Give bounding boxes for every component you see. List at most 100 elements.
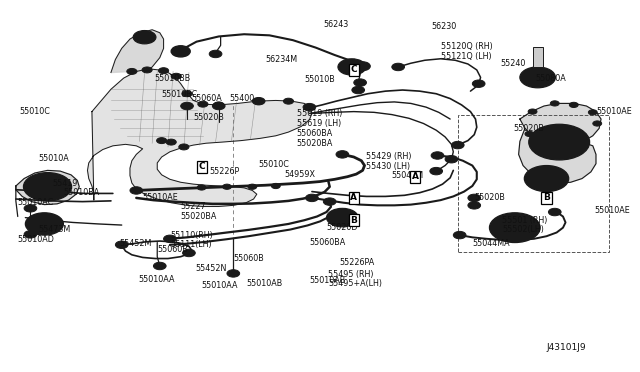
Text: B: B xyxy=(543,193,550,202)
Text: B: B xyxy=(350,216,357,225)
Circle shape xyxy=(171,46,190,57)
Circle shape xyxy=(26,213,63,235)
Circle shape xyxy=(171,73,181,79)
Text: 55020BA: 55020BA xyxy=(297,139,333,148)
Text: 55120Q (RH): 55120Q (RH) xyxy=(440,42,492,51)
Text: 55619 (RH): 55619 (RH) xyxy=(297,109,342,118)
Circle shape xyxy=(508,224,522,232)
Text: 55020D: 55020D xyxy=(326,223,358,232)
Circle shape xyxy=(212,102,225,110)
Circle shape xyxy=(174,75,179,78)
Circle shape xyxy=(184,105,190,108)
Circle shape xyxy=(41,183,54,190)
Circle shape xyxy=(595,122,599,125)
Circle shape xyxy=(161,69,166,72)
Circle shape xyxy=(531,110,534,113)
Text: 55227: 55227 xyxy=(180,202,206,211)
Bar xyxy=(532,46,543,67)
Circle shape xyxy=(157,264,163,268)
Circle shape xyxy=(449,158,454,161)
Text: 55502(LH): 55502(LH) xyxy=(502,225,544,234)
Circle shape xyxy=(468,202,481,209)
Circle shape xyxy=(490,213,540,243)
Text: 55044M: 55044M xyxy=(392,171,424,180)
Text: 55429 (RH): 55429 (RH) xyxy=(367,153,412,161)
Text: 55452M: 55452M xyxy=(119,239,152,248)
Circle shape xyxy=(129,70,134,73)
Text: 55473M: 55473M xyxy=(38,225,70,234)
Bar xyxy=(458,115,609,252)
Text: 55010AE: 55010AE xyxy=(595,206,630,215)
Circle shape xyxy=(526,71,549,84)
Text: 56234M: 56234M xyxy=(265,55,297,64)
Circle shape xyxy=(180,102,193,110)
Circle shape xyxy=(284,98,294,104)
Circle shape xyxy=(451,141,464,149)
Text: 55619 (LH): 55619 (LH) xyxy=(297,119,341,128)
Circle shape xyxy=(520,67,556,88)
Text: 55010AB: 55010AB xyxy=(246,279,282,288)
Text: 55080A: 55080A xyxy=(536,74,566,83)
Circle shape xyxy=(145,68,149,71)
Circle shape xyxy=(352,86,365,94)
Circle shape xyxy=(250,186,254,188)
Text: 55452N: 55452N xyxy=(195,264,227,273)
Circle shape xyxy=(396,65,401,68)
Circle shape xyxy=(339,153,345,156)
Text: 55010BB: 55010BB xyxy=(154,74,190,83)
Circle shape xyxy=(157,138,167,144)
Text: 55010AA: 55010AA xyxy=(138,275,175,284)
Circle shape xyxy=(140,34,150,40)
Circle shape xyxy=(182,249,195,257)
Circle shape xyxy=(134,189,139,192)
Circle shape xyxy=(472,204,477,207)
Polygon shape xyxy=(16,170,79,205)
Text: 55226P: 55226P xyxy=(209,167,239,176)
Text: 55010C: 55010C xyxy=(259,160,289,169)
Circle shape xyxy=(540,175,553,182)
Text: C: C xyxy=(198,162,205,171)
Circle shape xyxy=(445,155,458,163)
Circle shape xyxy=(336,151,349,158)
Circle shape xyxy=(472,196,477,199)
Circle shape xyxy=(214,102,224,108)
Circle shape xyxy=(355,89,361,92)
Text: 55010AE: 55010AE xyxy=(596,107,632,116)
Circle shape xyxy=(550,137,568,147)
Circle shape xyxy=(354,79,367,86)
Circle shape xyxy=(225,186,229,188)
Circle shape xyxy=(529,124,589,160)
Circle shape xyxy=(271,183,280,189)
Text: 55430 (LH): 55430 (LH) xyxy=(367,162,411,171)
Circle shape xyxy=(186,251,192,255)
Circle shape xyxy=(182,145,186,148)
Text: 55020B: 55020B xyxy=(193,113,224,122)
Text: 55495 (RH): 55495 (RH) xyxy=(328,270,374,279)
Circle shape xyxy=(24,173,72,201)
Text: 55044MA: 55044MA xyxy=(472,239,510,248)
Text: 55010AC: 55010AC xyxy=(18,198,54,207)
Circle shape xyxy=(200,103,205,106)
Circle shape xyxy=(550,101,559,106)
Circle shape xyxy=(524,166,569,192)
Circle shape xyxy=(185,92,189,95)
Circle shape xyxy=(154,262,166,270)
Polygon shape xyxy=(520,103,601,146)
Circle shape xyxy=(532,74,543,80)
Circle shape xyxy=(540,131,578,153)
Circle shape xyxy=(41,183,54,191)
Circle shape xyxy=(453,231,466,239)
Circle shape xyxy=(253,98,264,104)
Circle shape xyxy=(39,221,50,227)
Text: 55010A: 55010A xyxy=(38,154,68,163)
Circle shape xyxy=(392,63,404,71)
Circle shape xyxy=(326,208,358,227)
Circle shape xyxy=(327,200,333,203)
Text: 55060BA: 55060BA xyxy=(309,238,346,247)
Circle shape xyxy=(476,82,481,86)
Circle shape xyxy=(435,154,440,157)
Circle shape xyxy=(455,144,461,147)
Circle shape xyxy=(570,102,578,108)
Text: A: A xyxy=(412,172,419,181)
Circle shape xyxy=(309,196,315,199)
